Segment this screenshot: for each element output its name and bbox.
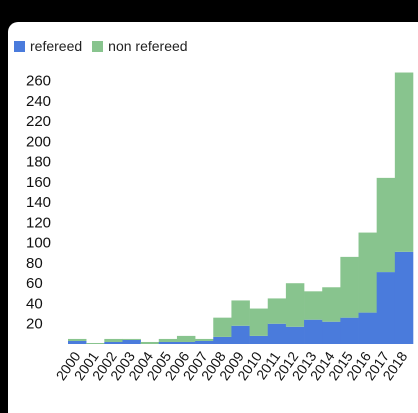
bar-refereed-2002[interactable] [104, 341, 123, 344]
y-tick-label: 200 [26, 133, 51, 150]
y-tick-label: 160 [26, 174, 51, 191]
bar-non-refereed-2013[interactable] [304, 291, 323, 320]
bar-refereed-2008[interactable] [213, 336, 232, 344]
legend-item-refereed[interactable]: refereed [14, 38, 82, 54]
bar-non-refereed-2008[interactable] [213, 317, 232, 337]
bar-refereed-2000[interactable] [68, 340, 87, 344]
bar-non-refereed-2001[interactable] [86, 342, 105, 344]
legend-label-non-refereed: non refereed [108, 38, 188, 54]
bar-refereed-2018[interactable] [394, 251, 414, 344]
bar-refereed-2007[interactable] [195, 340, 214, 344]
bar-refereed-2010[interactable] [249, 335, 269, 344]
bar-non-refereed-2011[interactable] [267, 298, 287, 324]
y-tick-label: 120 [26, 214, 51, 231]
bar-refereed-2003[interactable] [122, 339, 141, 344]
bar-non-refereed-2016[interactable] [358, 232, 377, 313]
y-tick-label: 60 [26, 275, 43, 292]
bar-non-refereed-2004[interactable] [140, 341, 160, 344]
bar-non-refereed-2000[interactable] [68, 338, 87, 341]
bar-refereed-2013[interactable] [304, 319, 323, 344]
bar-refereed-2017[interactable] [376, 272, 396, 344]
y-tick-label: 100 [26, 235, 51, 252]
bar-non-refereed-2007[interactable] [195, 338, 214, 341]
y-tick-label: 40 [26, 295, 43, 312]
bar-refereed-2014[interactable] [322, 321, 341, 344]
legend-swatch-refereed [14, 40, 25, 52]
y-tick-label: 80 [26, 255, 43, 272]
bar-refereed-2016[interactable] [358, 312, 377, 344]
y-tick-label: 240 [26, 93, 51, 110]
bar-non-refereed-2018[interactable] [394, 72, 414, 252]
bar-non-refereed-2009[interactable] [231, 300, 250, 326]
bar-non-refereed-2002[interactable] [104, 338, 123, 342]
bar-refereed-2009[interactable] [231, 325, 250, 344]
legend-item-non-refereed[interactable]: non refereed [92, 38, 188, 54]
bar-non-refereed-2005[interactable] [158, 338, 178, 342]
y-tick-label: 260 [26, 73, 51, 90]
y-tick-label: 140 [26, 194, 51, 211]
bar-refereed-2006[interactable] [176, 341, 196, 344]
bar-non-refereed-2015[interactable] [340, 256, 359, 318]
y-tick-label: 180 [26, 154, 51, 171]
bar-refereed-2005[interactable] [158, 341, 178, 344]
bar-refereed-2011[interactable] [267, 323, 287, 344]
bar-non-refereed-2003[interactable] [122, 338, 141, 340]
bar-refereed-2015[interactable] [340, 317, 359, 344]
bar-non-refereed-2010[interactable] [249, 308, 269, 336]
bar-non-refereed-2006[interactable] [176, 335, 196, 342]
y-tick-label: 220 [26, 113, 51, 130]
legend: refereed non refereed [14, 38, 198, 54]
bar-refereed-2012[interactable] [285, 326, 305, 344]
y-tick-label: 20 [26, 316, 43, 333]
chart-card [8, 22, 418, 413]
bar-non-refereed-2017[interactable] [376, 177, 396, 273]
bar-non-refereed-2012[interactable] [285, 283, 305, 327]
legend-label-refereed: refereed [30, 38, 83, 54]
bar-non-refereed-2014[interactable] [322, 287, 341, 322]
legend-swatch-non-refereed [92, 40, 104, 52]
